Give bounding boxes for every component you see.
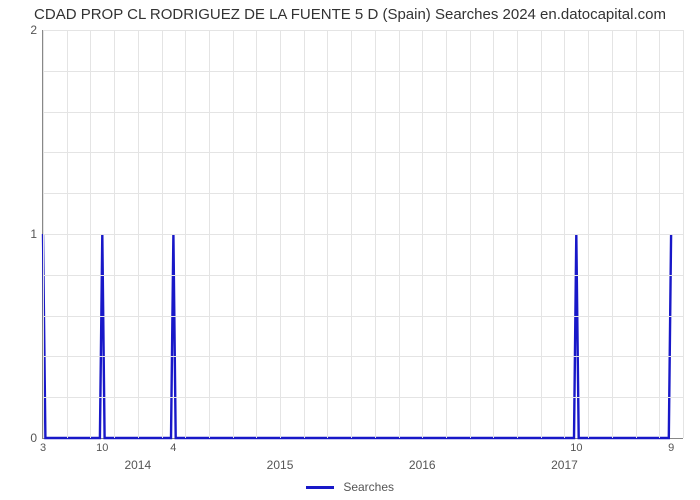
x-value-label: 4 (170, 438, 176, 454)
legend-swatch (306, 486, 334, 489)
x-value-label: 3 (40, 438, 46, 454)
x-year-label: 2015 (267, 438, 294, 472)
x-year-label: 2016 (409, 438, 436, 472)
x-value-label: 10 (96, 438, 108, 454)
chart-container: CDAD PROP CL RODRIGUEZ DE LA FUENTE 5 D … (0, 0, 700, 500)
chart-title: CDAD PROP CL RODRIGUEZ DE LA FUENTE 5 D … (0, 6, 700, 23)
plot-area: 01231041092014201520162017 (42, 30, 683, 439)
y-tick-label: 1 (30, 227, 43, 241)
legend: Searches (0, 480, 700, 494)
x-year-label: 2017 (551, 438, 578, 472)
y-tick-label: 2 (30, 23, 43, 37)
x-value-label: 9 (668, 438, 674, 454)
x-year-label: 2014 (124, 438, 151, 472)
legend-label: Searches (343, 480, 394, 494)
